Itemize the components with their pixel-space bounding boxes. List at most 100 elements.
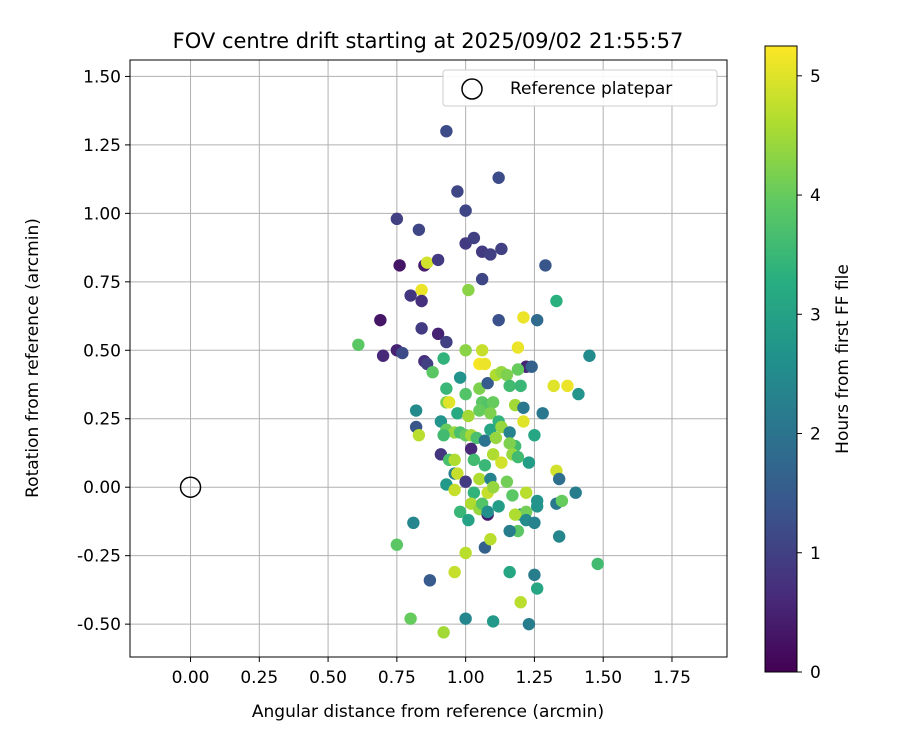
x-axis-ticks: 0.00 0.25 0.50 0.75 1.00 1.25 1.50 1.75 [172, 657, 691, 688]
data-point [517, 311, 530, 324]
data-point [481, 505, 494, 519]
colorbar-label: Hours from first FF file [833, 264, 853, 454]
data-point [448, 483, 461, 497]
reference-marker [179, 476, 202, 498]
data-point [453, 505, 467, 519]
data-point [415, 322, 428, 335]
data-point [547, 379, 560, 393]
data-point [473, 472, 486, 486]
data-point [495, 456, 508, 469]
x-tick-label: 0.75 [378, 668, 416, 688]
data-point [426, 365, 439, 379]
colorbar-tick-label: 1 [810, 544, 821, 564]
data-point [412, 223, 426, 236]
y-tick-label: 0.00 [83, 478, 121, 498]
data-point [486, 448, 500, 461]
data-point [459, 546, 472, 560]
colorbar-tick-label: 4 [810, 186, 821, 206]
data-point [407, 516, 420, 530]
data-point [503, 426, 516, 439]
data-point [390, 212, 404, 226]
data-point [489, 431, 503, 445]
data-point [519, 486, 533, 499]
data-point [500, 368, 514, 382]
data-point [511, 341, 525, 354]
data-point [528, 428, 541, 442]
data-point [376, 349, 390, 362]
data-point [530, 500, 544, 513]
data-point [352, 338, 365, 352]
data-point [478, 434, 492, 447]
data-point [481, 376, 494, 390]
data-point [492, 171, 505, 184]
data-point [478, 357, 492, 371]
y-tick-label: 0.75 [83, 273, 121, 293]
data-point [514, 596, 527, 609]
data-point [396, 346, 409, 360]
data-point [478, 459, 492, 472]
data-point [503, 379, 516, 393]
data-point [415, 283, 428, 297]
data-point [437, 428, 450, 442]
data-point [404, 612, 417, 625]
data-point [484, 533, 497, 546]
data-point [448, 453, 461, 467]
data-point [451, 467, 464, 480]
data-point [517, 415, 530, 428]
x-tick-label: 0.50 [309, 668, 347, 688]
data-point [467, 231, 481, 245]
data-point [467, 453, 481, 467]
colorbar-tick-label: 5 [810, 67, 821, 87]
x-tick-label: 1.00 [447, 668, 485, 688]
x-axis-label: Angular distance from reference (arcmin) [252, 702, 604, 722]
data-point [486, 396, 500, 409]
legend: Reference platepar [442, 69, 718, 107]
y-tick-label: 1.25 [83, 136, 121, 156]
data-point [437, 626, 450, 639]
data-point [459, 475, 472, 488]
data-point [459, 387, 472, 401]
legend-label: Reference platepar [510, 79, 672, 99]
data-point [591, 557, 604, 571]
grid [130, 60, 727, 657]
data-point [561, 379, 574, 393]
y-axis-ticks: -0.50 -0.25 0.00 0.25 0.50 0.75 1.00 1.25 1.50 [77, 67, 130, 635]
data-point [437, 352, 450, 365]
colorbar-ticks: 0 1 2 3 4 5 [797, 67, 821, 683]
data-point [511, 450, 525, 464]
y-axis-label: Rotation from reference (arcmin) [23, 218, 43, 498]
data-point [530, 313, 544, 327]
legend-marker [461, 78, 483, 100]
data-point [473, 404, 486, 417]
data-point [393, 259, 406, 272]
data-point [451, 407, 464, 420]
data-point [484, 248, 497, 261]
data-point [530, 582, 544, 595]
x-tick-label: 1.75 [653, 668, 691, 688]
data-point [415, 294, 428, 308]
y-tick-label: -0.25 [77, 547, 121, 567]
data-point [552, 472, 566, 486]
data-point [517, 401, 530, 414]
data-point [423, 574, 437, 587]
data-point [459, 612, 472, 625]
data-point [503, 565, 516, 579]
colorbar-tick-label: 0 [810, 663, 821, 683]
data-point [451, 185, 464, 198]
data-point [459, 344, 472, 357]
data-point [495, 242, 508, 256]
data-point [431, 327, 445, 341]
data-point [522, 456, 536, 469]
legend-box [442, 69, 718, 107]
data-point [506, 489, 519, 502]
data-point [539, 259, 552, 272]
data-point [475, 344, 489, 357]
x-tick-label: 1.25 [515, 668, 553, 688]
data-point [503, 524, 516, 538]
x-tick-label: 1.50 [584, 668, 622, 688]
data-point [503, 437, 516, 450]
data-point [572, 387, 585, 401]
y-tick-label: 1.00 [83, 204, 121, 224]
x-tick-label: 0.25 [240, 668, 278, 688]
